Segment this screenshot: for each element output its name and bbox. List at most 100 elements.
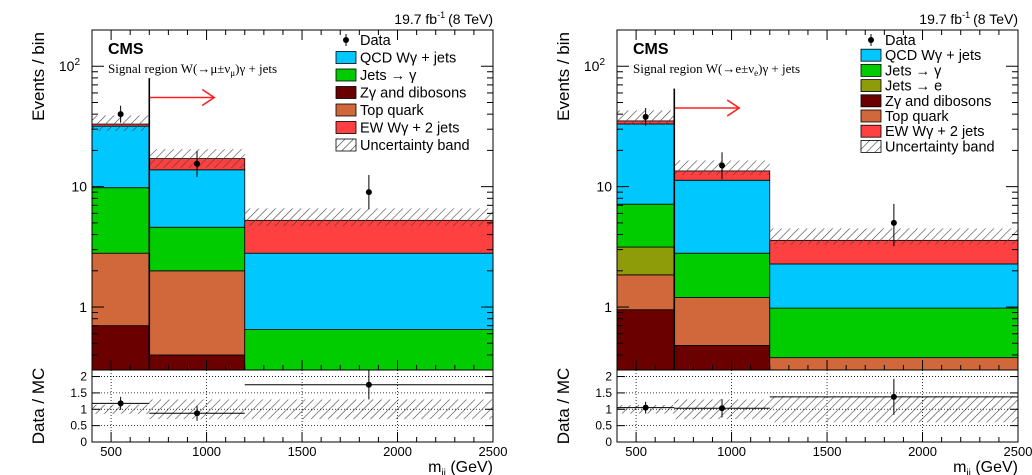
stack-bar-3-bin-1 — [673, 252, 771, 298]
region-pre: Signal region W( — [108, 61, 197, 76]
x-tick-label-4: 2500 — [1004, 444, 1032, 459]
x-tick-label-2: 1500 — [288, 444, 317, 459]
x-label-sub: jj — [440, 468, 445, 475]
legend-swatch — [335, 121, 357, 134]
y-tick-label-0: 1 — [79, 299, 87, 315]
y-tick-base: 10 — [584, 58, 600, 74]
stack-bar-0-bin-1 — [148, 354, 246, 371]
x-tick-label-3: 2000 — [908, 444, 937, 459]
x-label-main: m — [428, 459, 441, 475]
legend-swatch — [335, 103, 357, 117]
stack-bar-4-bin-0 — [616, 123, 675, 205]
legend-swatch — [860, 124, 882, 138]
legend-item-6: EW Wγ + 2 jets — [860, 124, 985, 140]
ratio-point-2 — [890, 393, 897, 400]
x-tick-label-1: 1000 — [717, 444, 746, 459]
data-point-2 — [365, 189, 372, 196]
lumi-sup: -1 — [962, 10, 970, 20]
legend-label: Jets → e — [885, 79, 942, 95]
x-axis-label: mjj (GeV) — [428, 459, 493, 475]
ratio-tick-label-1: 0.5 — [70, 419, 87, 433]
ratio-tick-label-3: 1.5 — [70, 386, 87, 400]
stack-bar-2-bin-0 — [616, 246, 675, 276]
legend-swatch-hatch — [860, 139, 882, 153]
region-label: Signal region W(→μ±νμ)γ + jets — [108, 61, 277, 78]
x-label-unit: (GeV) — [971, 459, 1018, 475]
experiment-label: CMS — [633, 41, 669, 58]
stack-bar-1-bin-1 — [673, 297, 771, 346]
legend-label: EW Wγ + 2 jets — [360, 121, 460, 137]
stack-bar-1-bin-2 — [769, 357, 1019, 371]
ratio-point-0 — [642, 404, 649, 411]
legend-swatch-hatch — [335, 138, 357, 152]
legend-label: Zγ and dibosons — [360, 86, 466, 102]
stack-bar-0-bin-1 — [673, 345, 771, 371]
data-point-2 — [890, 219, 897, 226]
x-tick-label-4: 2500 — [479, 444, 508, 459]
region-sub: e — [754, 68, 758, 78]
legend-swatch — [335, 86, 357, 99]
stack-bar-3-bin-0 — [91, 125, 150, 189]
data-point-0 — [642, 113, 649, 120]
x-tick-label-0: 500 — [100, 444, 122, 459]
experiment-label: CMS — [108, 41, 144, 58]
lumi-value: 19.7 fb — [919, 11, 962, 27]
stack-bar-3-bin-2 — [244, 252, 494, 330]
ratio-point-1 — [719, 405, 726, 412]
y-tick-label-1: 10 — [71, 179, 87, 195]
legend-swatch — [860, 79, 882, 92]
legend-item-2: Jets → γ — [860, 63, 942, 79]
region-process: →e±ν — [722, 61, 754, 76]
legend-label: Uncertainty band — [885, 139, 995, 155]
ratio-axis-label: Data / MC — [29, 368, 48, 445]
x-label-sub: jj — [965, 468, 970, 475]
data-point-0 — [117, 111, 124, 118]
signal-arrow-head — [201, 88, 216, 107]
y-tick-label-0: 1 — [604, 299, 612, 315]
region-pre: Signal region W( — [633, 61, 722, 76]
x-tick-label-2: 1500 — [813, 444, 842, 459]
y-tick-labels: 1 10 102 — [59, 57, 87, 315]
legend-item-0: Data — [868, 33, 917, 49]
ratio-tick-label-1: 0.5 — [595, 419, 612, 433]
stack-bar-0-bin-0 — [616, 309, 675, 371]
luminosity-label: 19.7 fb-1 (8 TeV) — [919, 10, 1018, 27]
legend-item-0: Data — [343, 33, 392, 49]
legend-label: Top quark — [360, 103, 424, 119]
x-tick-label-3: 2000 — [383, 444, 412, 459]
y-tick-label-2: 102 — [584, 57, 606, 74]
stack-bar-3-bin-2 — [769, 307, 1019, 359]
ratio-tick-label-0: 0 — [80, 435, 87, 449]
x-tick-label-0: 500 — [625, 444, 647, 459]
lumi-energy: (8 TeV) — [448, 11, 493, 27]
legend-item-3: Jets → e — [860, 79, 942, 95]
region-sub: μ — [230, 68, 235, 78]
ratio-tick-label-0: 0 — [605, 435, 612, 449]
stack-bar-2-bin-2 — [244, 329, 494, 371]
stack-bar-1-bin-0 — [616, 274, 675, 311]
legend-item-7: Uncertainty band — [860, 139, 995, 155]
data-point-1 — [194, 160, 201, 167]
ratio-point-0 — [117, 400, 124, 407]
stack-bar-4-bin-1 — [673, 179, 771, 254]
legend-label: EW Wγ + 2 jets — [885, 124, 985, 140]
legend-item-5: Top quark — [860, 109, 949, 125]
ratio-tick-label-3: 1.5 — [595, 386, 612, 400]
stack-bar-2-bin-0 — [91, 187, 150, 254]
legend-label: Uncertainty band — [360, 138, 470, 154]
ratio-axis-label: Data / MC — [554, 368, 573, 445]
uncertainty-band-bin-2 — [244, 208, 493, 227]
uncertainty-band-bin-0 — [92, 115, 150, 131]
y-tick-label-2: 102 — [59, 57, 81, 74]
y-tick-sup: 2 — [599, 57, 605, 68]
legend-label: Top quark — [885, 109, 949, 125]
y-axis-label: Events / bin — [29, 32, 48, 121]
legend-label: Data — [360, 33, 392, 49]
region-post: )γ + jets — [235, 61, 277, 76]
legend-item-6: Uncertainty band — [335, 138, 470, 154]
legend-item-1: QCD Wγ + jets — [335, 51, 456, 67]
stack-bar-4-bin-2 — [769, 263, 1019, 309]
y-axis-label: Events / bin — [554, 32, 573, 121]
